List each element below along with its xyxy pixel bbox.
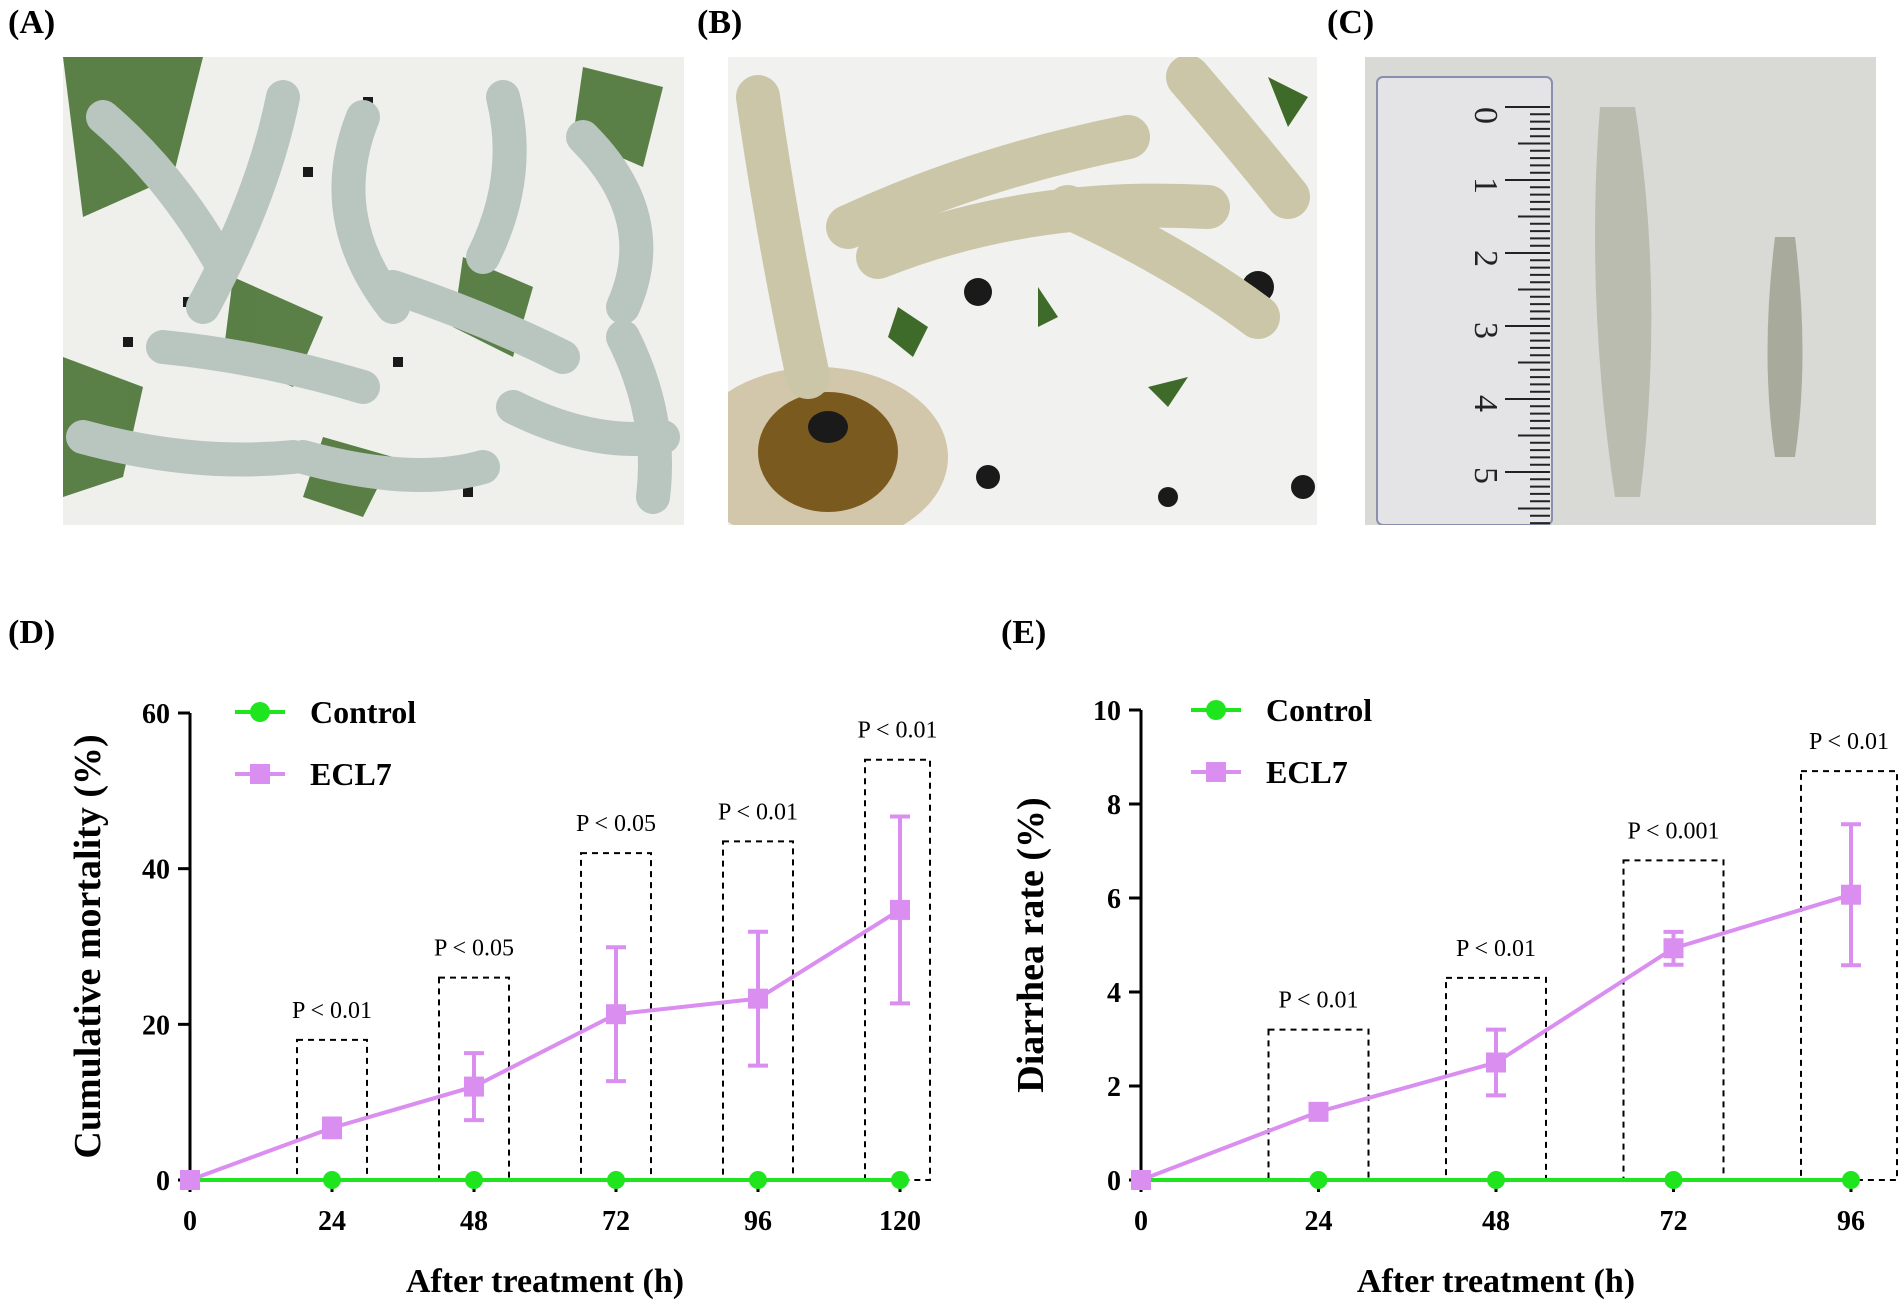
ruler-number-1: 1 bbox=[1467, 177, 1504, 194]
ruler-number-5: 5 bbox=[1467, 467, 1504, 484]
panel-label-e: (E) bbox=[1001, 614, 1047, 651]
chart-d-legend-marker-control bbox=[250, 702, 270, 722]
ruler-number-0: 0 bbox=[1467, 107, 1504, 124]
chart-d-point-ecl7 bbox=[890, 899, 910, 920]
chart-d-series-line-ecl7 bbox=[189, 908, 902, 1182]
chart-e-point-control bbox=[1487, 1171, 1505, 1189]
chart-d-cumulative-mortality: 0 20 40 60 0 24 48 72 96 120 After treatment (h) Cu… bbox=[67, 694, 938, 1300]
ruler-number-4: 4 bbox=[1467, 395, 1504, 412]
chart-d-y-tick-label: 20 bbox=[142, 1010, 170, 1041]
chart-e-legend-marker-ecl7 bbox=[1206, 762, 1226, 782]
large-silkworm bbox=[1595, 107, 1652, 497]
chart-e-p-value-label: P < 0.01 bbox=[1279, 988, 1359, 1014]
chart-d-significance-box bbox=[296, 1038, 368, 1181]
photo-c-ruler-comparison: 0 1 2 3 4 5 bbox=[1365, 57, 1876, 525]
photo-c-illustration: 0 1 2 3 4 5 bbox=[1365, 57, 1876, 525]
chart-e-point-control bbox=[1664, 1171, 1683, 1189]
chart-d-point-control bbox=[607, 1171, 625, 1189]
chart-e-point-ecl7 bbox=[1486, 1052, 1506, 1073]
chart-d-p-value-label: P < 0.01 bbox=[858, 718, 938, 744]
chart-d-point-ecl7 bbox=[748, 988, 768, 1009]
chart-e-y-tick-label: 2 bbox=[1107, 1072, 1121, 1103]
chart-d-x-tick-label: 24 bbox=[318, 1206, 346, 1237]
chart-d-point-ecl7 bbox=[606, 1004, 626, 1025]
chart-e-point-ecl7 bbox=[1663, 938, 1684, 959]
chart-d-p-value-label: P < 0.01 bbox=[718, 799, 798, 825]
chart-d-y-tick-label: 0 bbox=[156, 1166, 170, 1197]
panel-label-d: (D) bbox=[8, 614, 56, 651]
panel-label-a: (A) bbox=[8, 4, 56, 41]
small-silkworm bbox=[1767, 237, 1803, 457]
chart-d-x-axis-label: After treatment (h) bbox=[406, 1263, 684, 1300]
chart-d-legend-label-control: Control bbox=[310, 694, 416, 730]
photo-b-illustration bbox=[728, 57, 1317, 525]
chart-d-point-ecl7 bbox=[322, 1117, 342, 1138]
photo-b-diarrhea-silkworms bbox=[728, 57, 1317, 525]
chart-d-point-ecl7 bbox=[180, 1170, 200, 1190]
ruler-number-3: 3 bbox=[1467, 322, 1504, 339]
chart-e-y-tick-label: 10 bbox=[1093, 696, 1121, 727]
chart-e-point-ecl7 bbox=[1131, 1170, 1151, 1190]
chart-e-y-axis-label: Diarrhea rate (%) bbox=[1010, 797, 1052, 1092]
chart-d-point-control bbox=[749, 1171, 767, 1189]
chart-d-y-tick-label: 40 bbox=[142, 855, 170, 886]
chart-e-point-control bbox=[1309, 1171, 1328, 1189]
chart-e-x-tick-label: 48 bbox=[1482, 1206, 1510, 1237]
chart-e-x-tick-label: 96 bbox=[1837, 1206, 1865, 1237]
chart-d-x-tick-label: 96 bbox=[744, 1206, 772, 1237]
chart-e-x-tick-label: 0 bbox=[1134, 1206, 1148, 1237]
chart-d-p-value-label: P < 0.05 bbox=[576, 811, 656, 837]
chart-e-p-value-label: P < 0.001 bbox=[1628, 818, 1720, 844]
chart-d-legend-marker-ecl7 bbox=[250, 764, 270, 784]
chart-e-legend-label-control: Control bbox=[1266, 692, 1372, 728]
chart-d-x-tick-label: 48 bbox=[460, 1206, 488, 1237]
chart-d-p-value-label: P < 0.05 bbox=[434, 936, 514, 962]
chart-e-y-tick-label: 8 bbox=[1107, 790, 1121, 821]
chart-e-significance-box bbox=[1622, 859, 1725, 1181]
chart-d-significance-box bbox=[438, 976, 510, 1181]
chart-d-legend-label-ecl7: ECL7 bbox=[310, 756, 392, 792]
chart-d-point-control bbox=[323, 1171, 341, 1189]
chart-d-point-control bbox=[465, 1171, 483, 1189]
photo-a-illustration bbox=[63, 57, 684, 525]
chart-e-p-value-label: P < 0.01 bbox=[1809, 729, 1889, 755]
chart-e-point-ecl7 bbox=[1308, 1101, 1329, 1122]
chart-e-x-tick-label: 72 bbox=[1660, 1206, 1688, 1237]
chart-d-point-control bbox=[891, 1171, 909, 1189]
photo-a-silkworms-on-leaves bbox=[63, 57, 684, 525]
chart-d-y-axis-label: Cumulative mortality (%) bbox=[67, 734, 109, 1158]
chart-d-significance-box bbox=[864, 758, 931, 1181]
panel-label-c: (C) bbox=[1327, 4, 1375, 41]
chart-e-y-tick-label: 4 bbox=[1107, 978, 1121, 1009]
chart-e-y-tick-label: 0 bbox=[1107, 1166, 1121, 1197]
chart-d-x-tick-label: 72 bbox=[602, 1206, 630, 1237]
chart-d-p-value-label: P < 0.01 bbox=[292, 998, 372, 1024]
chart-e-legend-label-ecl7: ECL7 bbox=[1266, 754, 1348, 790]
chart-e-p-value-label: P < 0.01 bbox=[1456, 936, 1536, 962]
chart-e-x-tick-label: 24 bbox=[1305, 1206, 1333, 1237]
chart-e-legend-marker-control bbox=[1206, 700, 1226, 720]
chart-e-point-ecl7 bbox=[1841, 884, 1861, 905]
chart-e-point-control bbox=[1842, 1171, 1860, 1189]
ruler-number-2: 2 bbox=[1467, 250, 1504, 267]
chart-d-x-tick-label: 0 bbox=[183, 1206, 197, 1237]
chart-d-x-tick-label: 120 bbox=[879, 1206, 921, 1237]
chart-d-y-tick-label: 60 bbox=[142, 699, 170, 730]
chart-e-x-axis-label: After treatment (h) bbox=[1357, 1263, 1635, 1300]
chart-d-point-ecl7 bbox=[464, 1076, 484, 1097]
ruler-number-labels: 0 1 2 3 4 5 bbox=[1467, 107, 1504, 484]
panel-label-b: (B) bbox=[697, 4, 743, 41]
chart-e-y-tick-label: 6 bbox=[1107, 884, 1121, 915]
